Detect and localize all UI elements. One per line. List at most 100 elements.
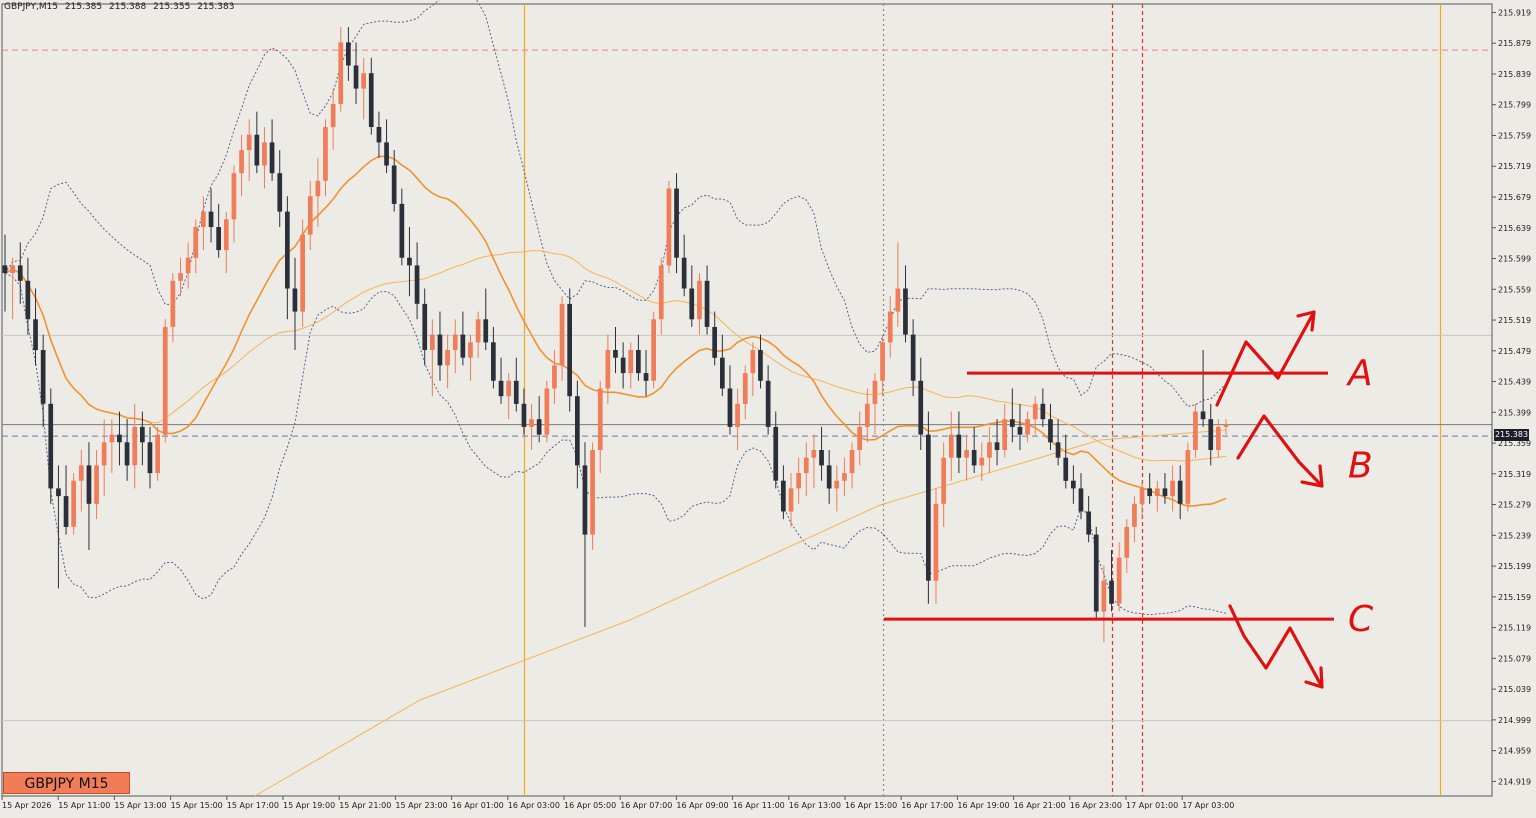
candle [1048, 403, 1053, 450]
candle [1071, 465, 1076, 504]
candle-body [300, 234, 305, 312]
candle [307, 180, 313, 251]
candle [773, 411, 779, 489]
candle-body [765, 380, 771, 427]
candle-body [1109, 580, 1114, 604]
candle-body [1093, 534, 1099, 612]
candle-body [140, 426, 145, 443]
candle [651, 311, 656, 389]
candle [1040, 388, 1046, 427]
candle [277, 150, 283, 227]
candle-body [1002, 419, 1007, 450]
candle [71, 473, 76, 535]
time-tick-label: 16 Apr 03:00 [508, 801, 560, 810]
time-tick-label: 16 Apr 11:00 [733, 801, 785, 810]
candle [742, 365, 748, 420]
candle [796, 457, 801, 504]
ohlc-high: 215.388 [109, 2, 147, 12]
time-tick-label: 16 Apr 23:00 [1070, 801, 1122, 810]
candle [162, 319, 168, 443]
time-tick-label: 15 Apr 23:00 [395, 801, 447, 810]
annotation-label-b: B [1348, 445, 1373, 486]
time-tick-label: 16 Apr 15:00 [845, 801, 897, 810]
candle [10, 257, 15, 320]
candle [1032, 396, 1038, 435]
time-tick-label: 15 Apr 15:00 [171, 801, 223, 810]
candle [1177, 465, 1183, 520]
symbol-badge[interactable]: GBPJPY M15 [3, 772, 130, 794]
chart-header: GBPJPY,M15 215.385 215.388 215.355 215.3… [4, 2, 238, 12]
candle-body [987, 442, 992, 458]
candle [956, 411, 962, 474]
time-tick-label: 16 Apr 21:00 [1014, 801, 1066, 810]
candle-body [1132, 503, 1137, 527]
candle [468, 334, 473, 381]
candle-body [185, 257, 191, 274]
candle-body [193, 227, 199, 258]
candle-body [506, 380, 511, 397]
candle-body [40, 350, 46, 404]
candle-body [880, 342, 885, 381]
candle [147, 426, 153, 489]
candle [452, 319, 458, 374]
candle [491, 326, 496, 389]
candle-body [590, 450, 595, 535]
candle [399, 188, 405, 266]
candle [78, 449, 84, 512]
candle-body [582, 465, 588, 535]
candle [1162, 473, 1168, 504]
bollinger-lower [4, 272, 1227, 616]
candle-body [346, 42, 351, 66]
candle-body [445, 350, 450, 366]
candle-body [239, 150, 244, 174]
candle-body [384, 142, 389, 166]
candle-body [1124, 526, 1130, 558]
candle-body [63, 496, 69, 527]
candle [170, 273, 176, 343]
candle-body [178, 273, 183, 281]
candle-body [391, 165, 397, 204]
candle [849, 442, 855, 489]
price-tick-label: 215.839 [1498, 70, 1531, 79]
candle [262, 127, 267, 189]
candle [513, 357, 519, 412]
candle [971, 426, 977, 474]
candle [254, 111, 260, 174]
candle [590, 442, 595, 550]
candle-body [758, 350, 763, 381]
candle [315, 157, 321, 227]
candle [903, 265, 908, 343]
candle-body [216, 227, 221, 251]
price-tick-label: 215.119 [1498, 624, 1531, 633]
candle-body [170, 280, 176, 327]
candle [1109, 549, 1114, 612]
candle-body [536, 419, 542, 435]
symbol-timeframe: GBPJPY,M15 [4, 2, 59, 12]
candle-body [17, 265, 23, 281]
candle-body [720, 357, 725, 389]
candle [63, 465, 69, 535]
candle-body [910, 334, 916, 381]
candle [964, 434, 969, 481]
candle [1086, 496, 1091, 543]
candle-body [101, 442, 107, 466]
candle-body [1101, 580, 1107, 612]
candle [987, 426, 992, 474]
candle-body [56, 488, 61, 497]
candle-body [597, 388, 603, 450]
candle-body [742, 373, 748, 404]
candle-body [1223, 424, 1229, 427]
candle-body [10, 265, 15, 274]
price-tick-label: 215.599 [1498, 255, 1531, 264]
candle-body [2, 265, 8, 274]
candle [803, 442, 809, 497]
candle [811, 434, 817, 489]
candle [140, 411, 145, 466]
candle [422, 288, 428, 366]
candle-body [666, 188, 672, 266]
candle-body [361, 73, 366, 89]
candle [536, 396, 542, 443]
candle-body [857, 426, 862, 450]
candle [101, 419, 107, 497]
